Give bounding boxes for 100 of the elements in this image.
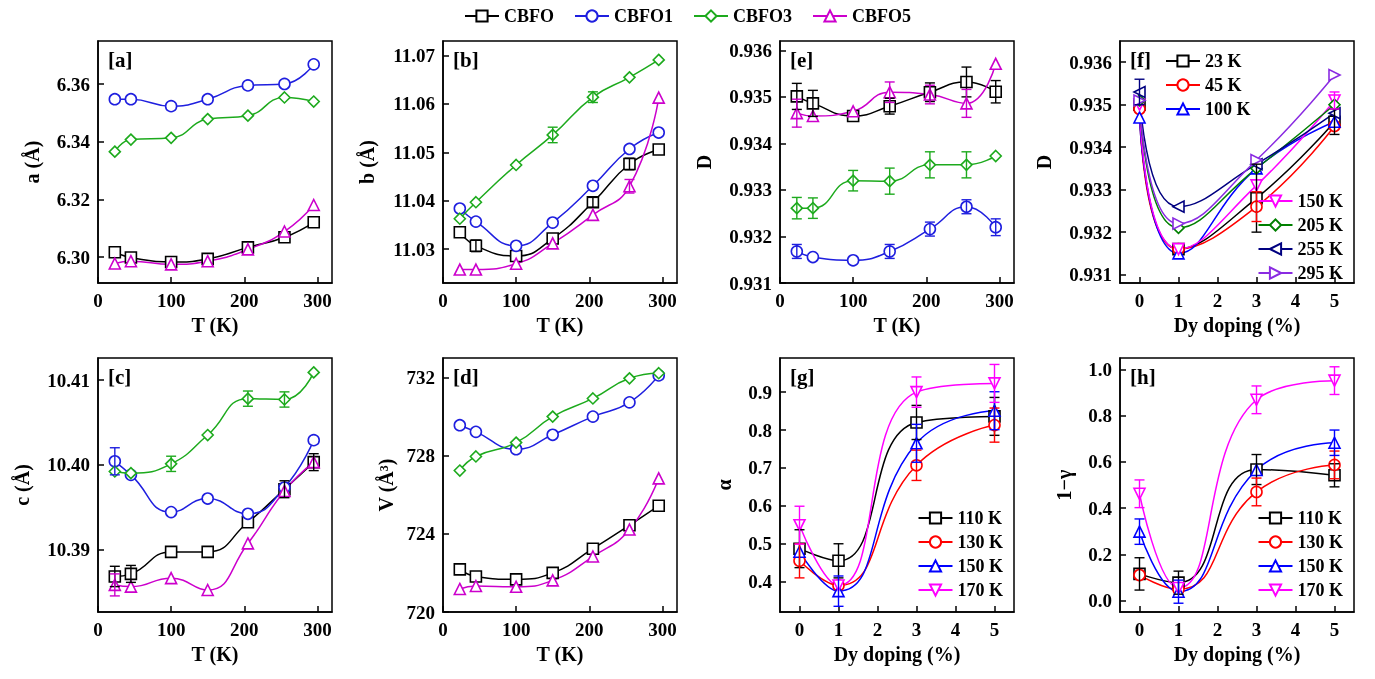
y-axis-title: 1−γ bbox=[1053, 468, 1076, 501]
y-tick-label: 10.41 bbox=[47, 369, 90, 391]
y-tick-label: 1.0 bbox=[1088, 359, 1112, 381]
y-tick-label: 0.936 bbox=[1069, 51, 1112, 73]
legend-label: 295 K bbox=[1297, 263, 1344, 283]
annotation: [c] bbox=[108, 364, 132, 389]
y-tick-label: 724 bbox=[406, 523, 436, 545]
x-tick-label: 200 bbox=[575, 619, 604, 640]
y-axis-title: c (Å) bbox=[11, 464, 34, 506]
x-tick-label: 5 bbox=[989, 619, 1000, 640]
y-tick-label: 0.931 bbox=[729, 272, 772, 294]
legend-label: 170 K bbox=[957, 580, 1004, 600]
y-tick-label: 0.933 bbox=[729, 179, 772, 201]
y-tick-label: 0.8 bbox=[1088, 405, 1112, 427]
y-tick-label: 11.04 bbox=[393, 190, 436, 212]
annotation: [e] bbox=[790, 47, 814, 72]
y-tick-label: 0.6 bbox=[748, 495, 772, 517]
x-tick-label: 300 bbox=[648, 619, 677, 640]
x-axis-title: Dy doping (%) bbox=[1173, 642, 1301, 666]
annotation: [f] bbox=[1130, 47, 1151, 72]
y-tick-label: 11.03 bbox=[393, 238, 435, 260]
y-tick-label: 0.935 bbox=[729, 86, 772, 108]
x-tick-label: 3 bbox=[1251, 290, 1262, 312]
y-tick-label: 0.6 bbox=[1088, 451, 1112, 473]
x-tick-label: 0 bbox=[775, 290, 785, 312]
y-tick-label: 11.07 bbox=[393, 45, 436, 67]
y-tick-label: 0.932 bbox=[1069, 221, 1112, 243]
x-tick-label: 1 bbox=[833, 619, 844, 640]
annotation: [h] bbox=[1130, 364, 1156, 389]
x-axis-title: T (K) bbox=[191, 314, 239, 337]
y-tick-label: 10.39 bbox=[47, 538, 90, 560]
x-tick-label: 100 bbox=[501, 290, 531, 312]
x-tick-label: 1 bbox=[1173, 619, 1184, 640]
y-tick-label: 0.4 bbox=[1088, 497, 1113, 519]
y-axis-title: b (Å) bbox=[356, 140, 379, 184]
x-tick-label: 100 bbox=[838, 290, 868, 312]
x-axis-title: Dy doping (%) bbox=[833, 642, 961, 666]
x-tick-label: 0 bbox=[794, 619, 805, 640]
x-tick-label: 0 bbox=[1134, 290, 1145, 312]
legend-label: 150 K bbox=[1297, 191, 1344, 211]
x-tick-label: 1 bbox=[1173, 290, 1184, 312]
x-axis-title: T (K) bbox=[191, 642, 239, 666]
x-axis-title: T (K) bbox=[536, 642, 584, 666]
x-tick-label: 0 bbox=[93, 619, 103, 640]
legend-label: CBFO bbox=[504, 6, 555, 26]
x-tick-label: 100 bbox=[156, 619, 186, 640]
y-tick-label: 728 bbox=[406, 445, 435, 467]
y-tick-label: 0.8 bbox=[748, 419, 772, 441]
x-tick-label: 300 bbox=[985, 290, 1014, 312]
legend-label: 170 K bbox=[1297, 580, 1344, 600]
annotation: [g] bbox=[790, 364, 815, 389]
legend-label: CBFO1 bbox=[614, 6, 674, 26]
y-tick-label: 0.935 bbox=[1069, 94, 1112, 116]
annotation: [d] bbox=[453, 364, 479, 389]
x-axis-title: Dy doping (%) bbox=[1173, 314, 1301, 337]
y-tick-label: 11.05 bbox=[393, 141, 435, 163]
x-tick-label: 100 bbox=[156, 290, 186, 312]
legend-label: 23 K bbox=[1205, 51, 1242, 71]
legend-label: 205 K bbox=[1297, 215, 1344, 235]
y-tick-label: 720 bbox=[406, 601, 435, 623]
y-tick-label: 0.9 bbox=[748, 381, 772, 403]
x-tick-label: 3 bbox=[911, 619, 922, 640]
y-axis-title: D bbox=[1033, 154, 1055, 170]
y-tick-label: 0.2 bbox=[1088, 543, 1112, 565]
x-tick-label: 0 bbox=[438, 619, 448, 640]
y-tick-label: 6.32 bbox=[56, 189, 90, 211]
y-tick-label: 0.5 bbox=[748, 533, 772, 555]
x-tick-label: 100 bbox=[501, 619, 531, 640]
legend-label: 255 K bbox=[1297, 239, 1344, 259]
x-tick-label: 4 bbox=[1290, 619, 1301, 640]
y-tick-label: 0.934 bbox=[729, 132, 773, 154]
x-tick-label: 5 bbox=[1329, 290, 1340, 312]
y-tick-label: 732 bbox=[406, 367, 435, 389]
x-tick-label: 4 bbox=[950, 619, 961, 640]
y-axis-title: V (Å³) bbox=[374, 458, 398, 512]
y-tick-label: 0.0 bbox=[1088, 589, 1112, 611]
x-tick-label: 300 bbox=[648, 290, 677, 312]
x-axis-title: T (K) bbox=[873, 314, 921, 337]
y-tick-label: 0.936 bbox=[729, 39, 772, 61]
y-tick-label: 0.934 bbox=[1069, 136, 1113, 158]
legend-label: 130 K bbox=[957, 532, 1004, 552]
x-tick-label: 300 bbox=[303, 290, 332, 312]
y-tick-label: 6.30 bbox=[56, 246, 90, 268]
y-tick-label: 11.06 bbox=[393, 93, 435, 115]
y-axis-title: a (Å) bbox=[21, 140, 44, 184]
x-tick-label: 2 bbox=[1212, 290, 1223, 312]
x-tick-label: 200 bbox=[230, 290, 259, 312]
y-tick-label: 0.4 bbox=[748, 571, 773, 593]
legend-label: CBFO3 bbox=[733, 6, 793, 26]
y-tick-label: 0.7 bbox=[748, 457, 773, 479]
y-tick-label: 6.36 bbox=[56, 73, 90, 95]
y-tick-label: 10.40 bbox=[47, 454, 90, 476]
x-tick-label: 3 bbox=[1251, 619, 1262, 640]
x-tick-label: 200 bbox=[230, 619, 259, 640]
x-tick-label: 0 bbox=[93, 290, 103, 312]
x-tick-label: 0 bbox=[1134, 619, 1145, 640]
x-axis-title: T (K) bbox=[536, 314, 584, 337]
annotation: [a] bbox=[108, 47, 133, 72]
x-tick-label: 200 bbox=[575, 290, 604, 312]
y-axis-title: D bbox=[693, 154, 715, 170]
